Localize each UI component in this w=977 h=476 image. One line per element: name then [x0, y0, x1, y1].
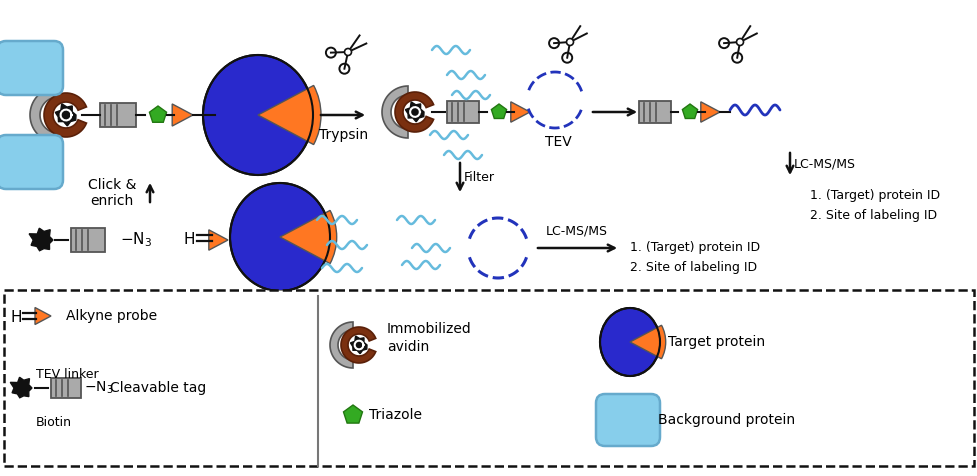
FancyBboxPatch shape: [71, 228, 105, 252]
Circle shape: [344, 49, 351, 56]
Polygon shape: [510, 102, 530, 122]
Polygon shape: [329, 322, 353, 368]
Circle shape: [566, 39, 573, 46]
Polygon shape: [395, 92, 433, 132]
Text: Trypsin: Trypsin: [319, 128, 368, 142]
FancyBboxPatch shape: [638, 101, 670, 123]
Text: 2. Site of labeling ID: 2. Site of labeling ID: [809, 208, 936, 221]
Text: LC-MS/MS: LC-MS/MS: [793, 158, 855, 170]
Polygon shape: [149, 106, 166, 122]
Polygon shape: [405, 102, 424, 122]
Text: Cleavable tag: Cleavable tag: [109, 381, 206, 395]
Ellipse shape: [230, 183, 329, 291]
Polygon shape: [30, 87, 58, 143]
Circle shape: [736, 39, 743, 46]
Text: TEV: TEV: [544, 135, 571, 149]
Text: H: H: [184, 232, 194, 248]
Polygon shape: [682, 104, 697, 119]
Text: $\mathregular{-N_3}$: $\mathregular{-N_3}$: [84, 380, 113, 396]
Text: 1. (Target) protein ID: 1. (Target) protein ID: [629, 241, 759, 255]
Text: Triazole: Triazole: [368, 408, 421, 422]
FancyBboxPatch shape: [51, 378, 81, 398]
Text: TEV linker: TEV linker: [36, 367, 99, 380]
Text: LC-MS/MS: LC-MS/MS: [545, 225, 608, 238]
Text: Background protein: Background protein: [658, 413, 794, 427]
Text: Click &
enrich: Click & enrich: [88, 178, 136, 208]
FancyBboxPatch shape: [446, 101, 479, 123]
FancyBboxPatch shape: [0, 135, 63, 189]
Text: 1. (Target) protein ID: 1. (Target) protein ID: [809, 188, 939, 201]
Text: 2. Site of labeling ID: 2. Site of labeling ID: [629, 261, 756, 275]
Polygon shape: [382, 86, 407, 138]
Wedge shape: [279, 210, 336, 264]
Polygon shape: [490, 104, 506, 119]
Ellipse shape: [203, 55, 313, 175]
Polygon shape: [341, 327, 375, 363]
Wedge shape: [629, 325, 665, 359]
Polygon shape: [208, 230, 228, 250]
Polygon shape: [172, 104, 192, 126]
Polygon shape: [350, 336, 366, 354]
Text: Target protein: Target protein: [667, 335, 764, 349]
FancyBboxPatch shape: [595, 394, 659, 446]
Polygon shape: [56, 104, 76, 126]
Polygon shape: [44, 93, 86, 137]
Text: Alkyne probe: Alkyne probe: [65, 309, 157, 323]
Text: Biotin: Biotin: [36, 416, 72, 428]
Polygon shape: [701, 102, 719, 122]
Ellipse shape: [599, 308, 659, 376]
Text: H: H: [11, 310, 21, 326]
Text: Immobilized
avidin: Immobilized avidin: [387, 322, 471, 354]
FancyBboxPatch shape: [4, 290, 973, 466]
Polygon shape: [35, 307, 51, 325]
FancyBboxPatch shape: [0, 41, 63, 95]
Polygon shape: [343, 405, 362, 423]
FancyBboxPatch shape: [100, 103, 136, 127]
Wedge shape: [258, 85, 320, 145]
Polygon shape: [29, 228, 53, 251]
Text: $\mathregular{-N_3}$: $\mathregular{-N_3}$: [120, 231, 152, 249]
Polygon shape: [11, 377, 32, 398]
Text: Filter: Filter: [463, 171, 494, 184]
